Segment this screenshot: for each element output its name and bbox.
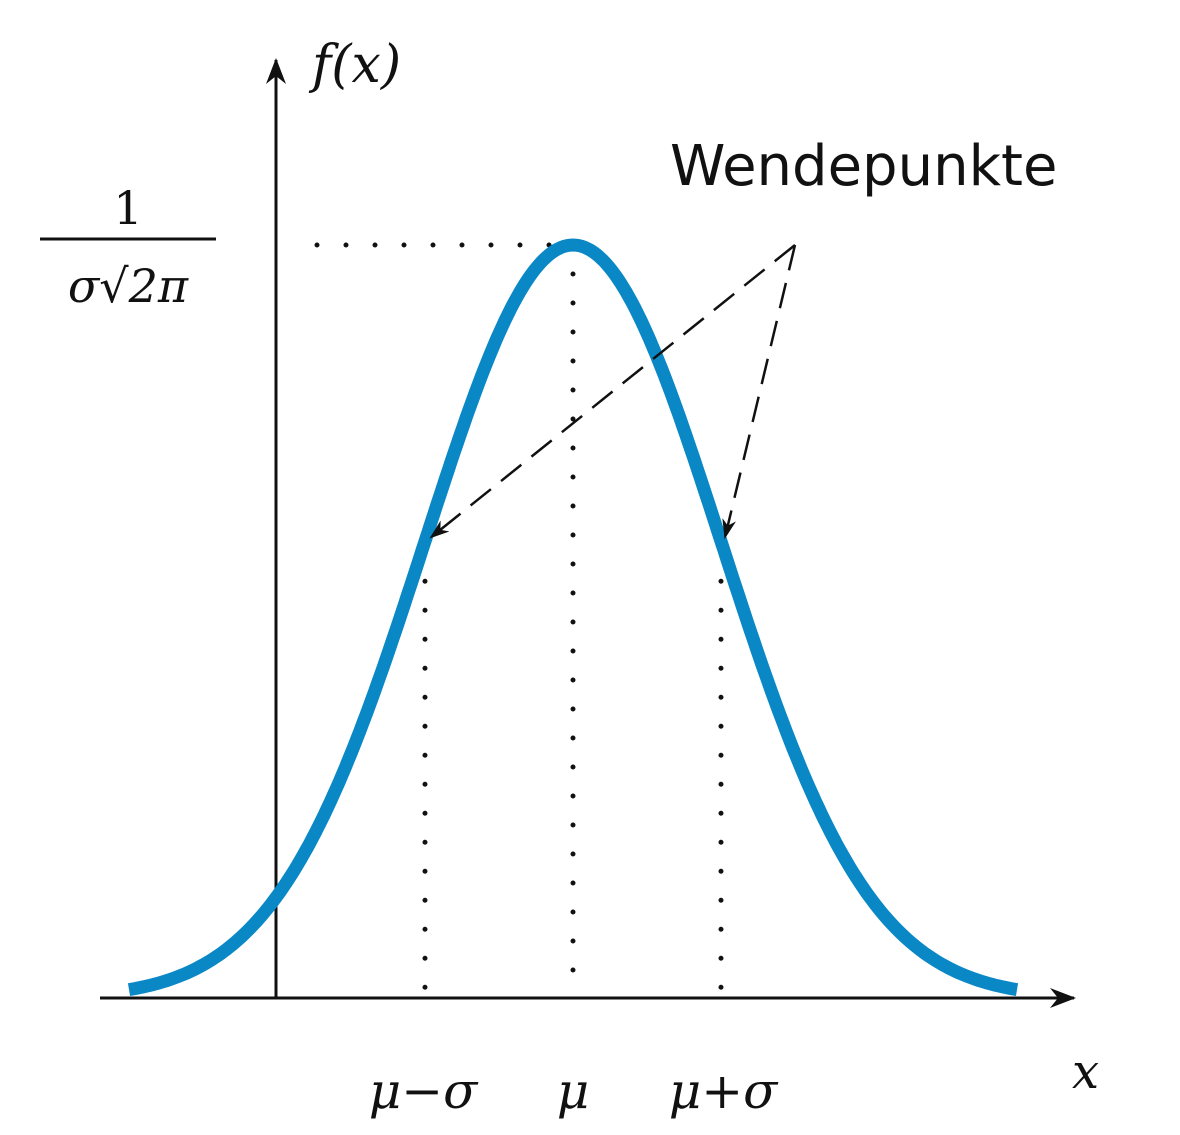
inflection-arrow-1 <box>722 244 797 540</box>
x-axis-label: x <box>1072 1044 1099 1100</box>
x-tick-mu: μ <box>557 1062 590 1120</box>
guide-lines <box>314 242 724 1001</box>
density-curve <box>127 238 1019 997</box>
y-tick-numerator: 1 <box>113 181 142 235</box>
inflection-arrow-0 <box>429 244 796 539</box>
x-tick-mu-minus-sigma: μ−σ <box>369 1062 479 1120</box>
y-tick-denominator: σ√2π <box>68 259 189 313</box>
annotation-label: Wendepunkte <box>670 134 1057 199</box>
x-tick-mu-plus-sigma: μ+σ <box>669 1062 779 1120</box>
y-axis-label: f(x) <box>308 35 401 95</box>
annotation-arrows <box>429 244 797 540</box>
y-tick-label: 1 σ√2π <box>40 181 216 313</box>
